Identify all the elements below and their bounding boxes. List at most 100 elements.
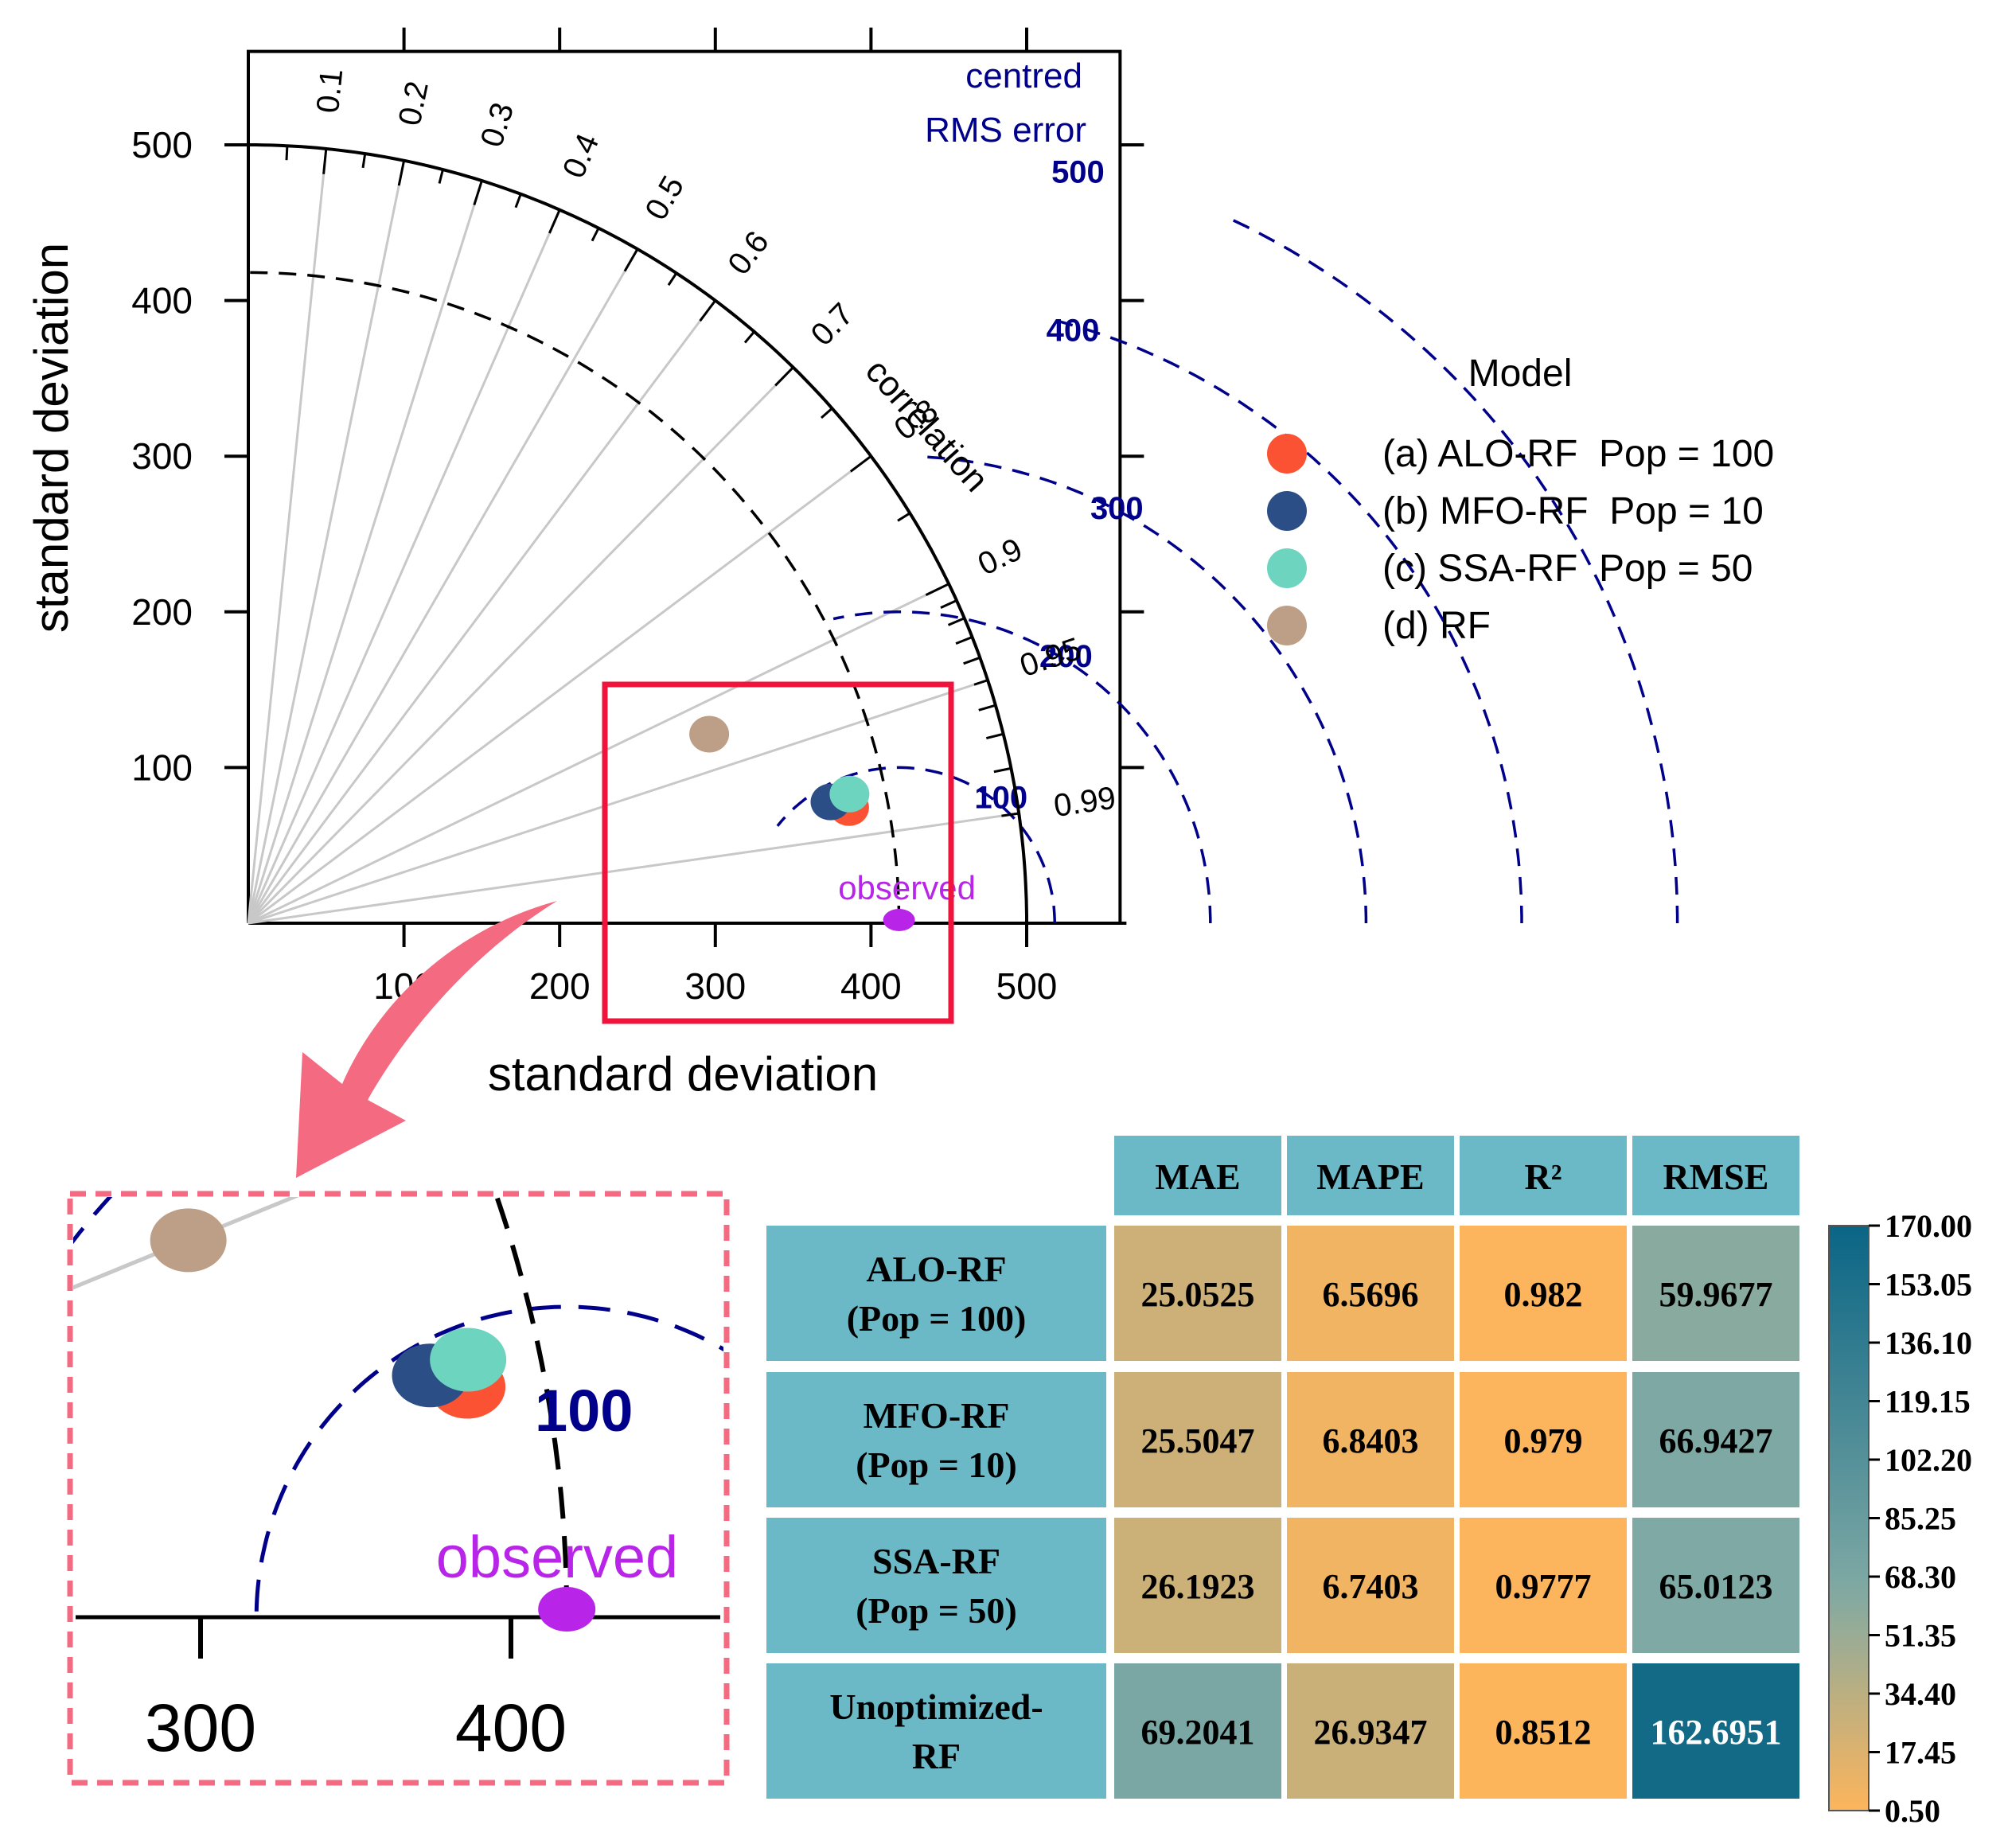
x-tick-label: 300 [684,965,746,1007]
heatmap-value: 25.5047 [1141,1421,1255,1460]
row-header-line2: (Pop = 100) [847,1298,1027,1339]
colorbar-tick-label: 102.20 [1885,1442,1972,1478]
correlation-gridline [247,209,561,924]
correlation-gridline [247,248,639,924]
rms-arc [832,610,1212,923]
row-header-cell [766,1372,1106,1507]
rms-label: 200 [1039,639,1093,674]
correlation-tick-label: 0.99 [1051,781,1117,825]
correlation-tick [548,209,561,234]
correlation-tick [322,148,328,174]
legend: Model (a) ALO-RF Pop = 100 (b) MFO-RF Pop … [1267,353,1774,647]
heatmap-cell [1114,1372,1281,1507]
correlation-tick [591,227,600,242]
row-header-line2: RF [912,1736,961,1776]
colorbar-tick-label: 51.35 [1885,1618,1956,1654]
heatmap-value: 0.9777 [1495,1567,1592,1606]
correlation-arc [248,143,1028,923]
correlation-tick [1001,812,1020,817]
correlation-tick [985,732,1004,740]
correlation-tick-label: 0.4 [556,129,606,184]
zoom-x-tick-label: 400 [455,1690,567,1765]
correlation-gridline [247,148,328,924]
column-header-label: RMSE [1663,1156,1769,1197]
correlation-gridline [248,812,1020,925]
rms-label: 500 [1051,155,1105,190]
correlation-tick [397,160,406,186]
heatmap-cell [1460,1372,1627,1507]
heatmap-cell [1114,1663,1281,1799]
colorbar-bar [1828,1225,1869,1811]
column-header-label: MAE [1155,1156,1240,1197]
colorbar-tick-label: 0.50 [1885,1793,1940,1829]
row-header-line1: Unoptimized- [829,1686,1043,1727]
heatmap-value: 26.1923 [1141,1567,1255,1606]
y-tick-label: 200 [131,591,193,633]
rms-label: 300 [1090,491,1144,526]
heatmap-cell [1287,1372,1454,1507]
heatmap-cell [1632,1226,1799,1361]
colorbar-tick-label: 34.40 [1885,1676,1956,1712]
colorbar-tick-label: 85.25 [1885,1501,1956,1537]
column-header-label: R² [1524,1156,1561,1197]
heatmap-value: 0.982 [1504,1275,1583,1314]
legend-marker [1267,491,1307,531]
legend-label: (b) MFO-RF Pop = 10 [1382,490,1764,532]
zoom-model-point [150,1208,227,1273]
correlation-gridline [247,366,794,925]
zoom-content: 100 observed [73,1197,723,1632]
y-tick-label: 400 [131,280,193,322]
rms-title-line2: RMS error [925,111,1086,150]
correlation-tick [993,766,1012,774]
zoom-highlight-box [602,681,954,1024]
zoom-observed-point [538,1587,596,1632]
heatmap-cell [1460,1226,1627,1361]
zoom-arrow [296,901,557,1178]
x-tick-label: 500 [996,965,1058,1007]
correlation-tick [361,153,367,169]
correlation-tick-label: 0.3 [474,99,521,151]
column-header-cell [1460,1136,1627,1215]
heatmap-value: 6.7403 [1323,1567,1419,1606]
correlation-tick [925,583,949,596]
y-tick-label: 100 [131,747,193,788]
zoom-box [67,1191,730,1786]
column-header-cell [1287,1136,1454,1215]
correlation-tick [514,193,522,209]
legend-marker [1267,548,1307,588]
row-header-line2: (Pop = 10) [856,1444,1017,1485]
zoom-observed-label: observed [436,1524,678,1590]
legend-label: (a) ALO-RF Pop = 100 [1382,433,1774,475]
rms-arc [1223,214,1679,923]
x-tick-label: 400 [840,965,902,1007]
zoom-rms-arc [254,1304,723,1618]
heatmap-cell [1632,1663,1799,1799]
correlation-tick-label: 0.9 [973,532,1027,583]
correlation-gridline [247,180,483,924]
correlation-tick [473,180,483,206]
observed-label: observed [838,869,976,906]
row-header-line1: MFO-RF [864,1395,1010,1436]
legend-label: (c) SSA-RF Pop = 50 [1382,548,1753,590]
rms-arc [1056,319,1523,923]
heatmap-value: 6.5696 [1323,1275,1419,1314]
heatmap-cell [1287,1518,1454,1653]
column-header-cell [1632,1136,1799,1215]
correlation-tick [623,248,639,272]
correlation-gridline [247,160,406,924]
heatmap-value: 69.2041 [1141,1713,1255,1752]
heatmap-cell [1114,1226,1281,1361]
heatmap-cell [1287,1226,1454,1361]
correlation-tick [699,299,716,322]
heatmap-cell [1460,1518,1627,1653]
correlation-tick-label: 0.1 [310,67,349,115]
model-point [829,775,870,813]
column-header-label: MAPE [1316,1156,1424,1197]
correlation-tick [963,656,981,665]
heatmap-value: 0.979 [1504,1421,1583,1460]
heatmap-cell [1632,1372,1799,1507]
heatmap-value: 0.8512 [1495,1713,1592,1752]
legend-label: (d) RF [1382,605,1491,647]
